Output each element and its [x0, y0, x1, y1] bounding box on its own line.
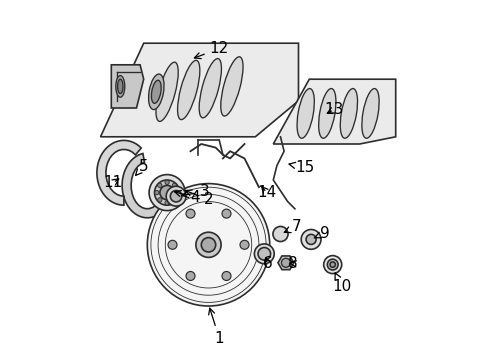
Ellipse shape — [301, 230, 320, 249]
Ellipse shape — [164, 180, 169, 184]
Ellipse shape — [151, 80, 161, 103]
Ellipse shape — [196, 232, 221, 257]
Text: 3: 3 — [182, 184, 209, 199]
Ellipse shape — [170, 190, 182, 202]
Ellipse shape — [117, 79, 123, 94]
Ellipse shape — [172, 183, 176, 188]
Ellipse shape — [281, 258, 290, 267]
Polygon shape — [273, 79, 395, 144]
Text: 13: 13 — [324, 102, 343, 117]
Text: 15: 15 — [288, 160, 314, 175]
Ellipse shape — [157, 198, 162, 202]
Polygon shape — [122, 153, 171, 218]
Text: 1: 1 — [208, 308, 224, 346]
Ellipse shape — [361, 89, 378, 138]
Ellipse shape — [222, 271, 230, 280]
Ellipse shape — [240, 240, 248, 249]
Ellipse shape — [220, 57, 243, 116]
Ellipse shape — [185, 209, 195, 218]
Ellipse shape — [154, 190, 159, 195]
Ellipse shape — [326, 259, 337, 270]
Ellipse shape — [177, 60, 200, 120]
Ellipse shape — [147, 184, 269, 306]
Polygon shape — [101, 43, 298, 137]
Polygon shape — [111, 65, 143, 108]
Ellipse shape — [157, 183, 162, 188]
Text: 8: 8 — [288, 256, 297, 271]
Ellipse shape — [166, 186, 185, 206]
Text: 11: 11 — [103, 175, 122, 190]
Ellipse shape — [164, 201, 169, 205]
Ellipse shape — [318, 89, 335, 138]
Text: 10: 10 — [331, 273, 350, 294]
Ellipse shape — [172, 198, 176, 202]
Ellipse shape — [258, 248, 270, 260]
Ellipse shape — [154, 180, 179, 205]
Ellipse shape — [296, 89, 314, 138]
Ellipse shape — [156, 62, 178, 121]
Polygon shape — [277, 256, 293, 270]
Ellipse shape — [149, 175, 185, 211]
Ellipse shape — [199, 59, 221, 118]
Ellipse shape — [148, 74, 163, 109]
Ellipse shape — [329, 262, 335, 267]
Ellipse shape — [272, 226, 287, 242]
Ellipse shape — [323, 256, 341, 274]
Ellipse shape — [201, 238, 215, 252]
Ellipse shape — [254, 244, 274, 264]
Ellipse shape — [222, 209, 230, 218]
Text: 6: 6 — [263, 256, 272, 271]
Polygon shape — [97, 140, 141, 205]
Ellipse shape — [185, 271, 195, 280]
Ellipse shape — [340, 89, 357, 138]
Text: 4: 4 — [174, 190, 199, 205]
Text: 9: 9 — [313, 226, 328, 241]
Ellipse shape — [305, 234, 316, 244]
Ellipse shape — [168, 240, 177, 249]
Text: 12: 12 — [194, 41, 228, 59]
Text: 2: 2 — [185, 190, 213, 207]
Text: 5: 5 — [135, 159, 148, 175]
Text: 14: 14 — [257, 185, 276, 200]
Text: 7: 7 — [284, 219, 301, 234]
Ellipse shape — [116, 76, 124, 97]
Ellipse shape — [175, 190, 179, 195]
Ellipse shape — [160, 185, 174, 200]
